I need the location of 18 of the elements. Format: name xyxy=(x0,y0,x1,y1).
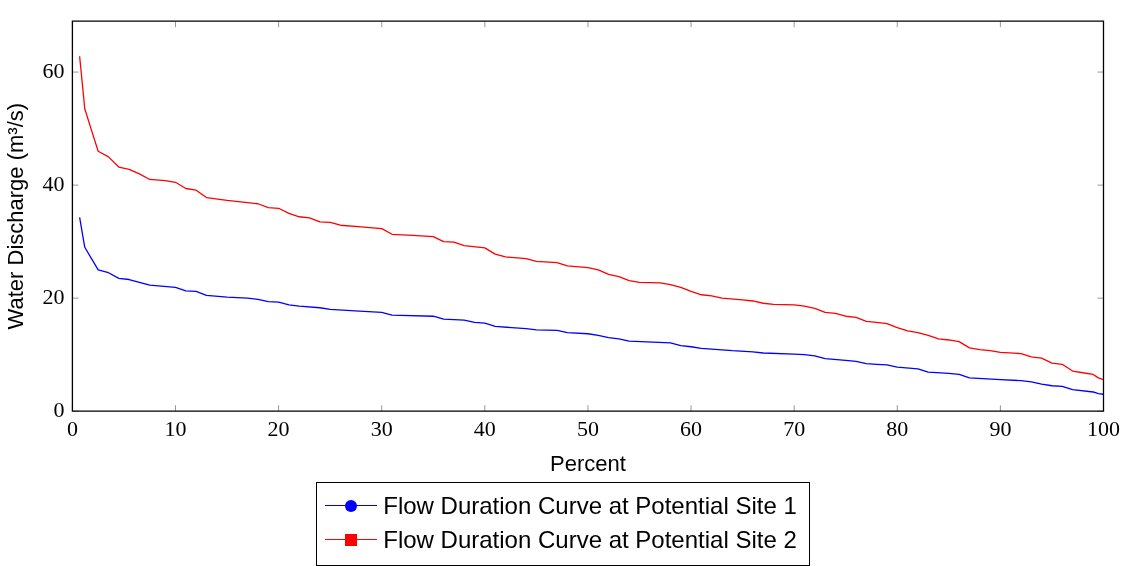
x-tick-label: 40 xyxy=(473,416,496,442)
x-tick-label: 70 xyxy=(783,416,806,442)
x-tick-label: 90 xyxy=(989,416,1012,442)
x-tick-label: 60 xyxy=(680,416,703,442)
y-tick-label: 40 xyxy=(42,170,65,196)
x-tick-label: 50 xyxy=(576,416,599,442)
legend-label: Flow Duration Curve at Potential Site 2 xyxy=(383,526,797,554)
x-tick-label: 30 xyxy=(370,416,393,442)
x-axis-title: Percent xyxy=(550,450,626,476)
x-tick-label: 20 xyxy=(267,416,290,442)
y-tick-label: 60 xyxy=(42,57,65,83)
y-axis-title: Water Discharge (m³/s) xyxy=(3,102,29,330)
x-tick-label: 100 xyxy=(1087,416,1120,442)
y-tick-label: 0 xyxy=(53,396,65,422)
x-tick-label: 80 xyxy=(886,416,909,442)
x-tick-label: 10 xyxy=(164,416,187,442)
legend-label: Flow Duration Curve at Potential Site 1 xyxy=(383,492,797,520)
y-tick-label: 20 xyxy=(42,283,65,309)
